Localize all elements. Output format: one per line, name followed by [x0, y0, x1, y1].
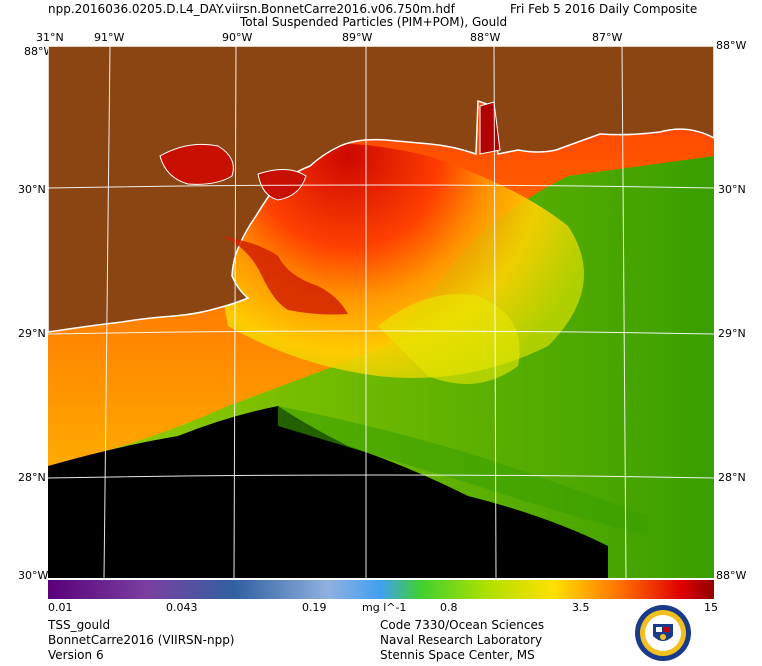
- lon-label-89w: 89°W: [342, 31, 373, 44]
- parallel-28n: [48, 474, 714, 479]
- colorbar-tick-0.043: 0.043: [166, 601, 198, 614]
- colorbar-tick-0.01: 0.01: [48, 601, 73, 614]
- graticule: [48, 46, 714, 578]
- corner-lat-top-left: 31°N: [36, 31, 64, 44]
- parallel-29n: [48, 330, 714, 335]
- file-name: npp.2016036.0205.D.L4_DAY.viirsn.BonnetC…: [48, 2, 455, 16]
- tss-satellite-map[interactable]: [48, 46, 714, 578]
- lon-label-91w: 91°W: [94, 31, 125, 44]
- colorbar-tick-0.8: 0.8: [440, 601, 458, 614]
- corner-label-top-left: 88°W: [24, 45, 55, 58]
- colorbar-tick-0.19: 0.19: [302, 601, 327, 614]
- corner-label-bottom-right: 88°W: [716, 569, 747, 582]
- meridian-90w: [233, 46, 237, 578]
- footer-location: Stennis Space Center, MS: [380, 648, 535, 662]
- parallel-30n: [48, 184, 714, 189]
- mobile-bay: [479, 101, 501, 155]
- product-title: Total Suspended Particles (PIM+POM), Gou…: [240, 15, 508, 29]
- footer-dataset: BonnetCarre2016 (VIIRSN-npp): [48, 633, 235, 647]
- colorbar-svg: [48, 580, 714, 599]
- land-mississippi-louisiana: [48, 46, 714, 333]
- navy-seal-svg: [635, 605, 691, 661]
- lon-label-87w: 87°W: [592, 31, 623, 44]
- corner-label-top-right: 88°W: [716, 39, 747, 52]
- footer-version: Version 6: [48, 648, 104, 662]
- composite-date: Fri Feb 5 2016 Daily Composite: [510, 2, 698, 16]
- map-svg: [48, 46, 714, 578]
- no-data-region: [48, 406, 608, 578]
- lat-label-28n-right: 28°N: [718, 471, 746, 484]
- lat-label-30n-right: 30°N: [718, 183, 746, 196]
- lat-label-28n-left: 28°N: [18, 471, 46, 484]
- corner-label-bottom-left: 30°W: [18, 569, 49, 582]
- plume-yellow-filaments: [378, 294, 520, 384]
- lake-pontchartrain: [159, 143, 234, 185]
- lat-label-30n-left: 30°N: [18, 183, 46, 196]
- footer-lab: Naval Research Laboratory: [380, 633, 543, 647]
- colorbar-tick-15: 15: [704, 601, 718, 614]
- tss-colorbar: [48, 580, 714, 599]
- colorbar-tick-3.5: 3.5: [572, 601, 590, 614]
- meridian-91w: [103, 46, 111, 578]
- lat-label-29n-right: 29°N: [718, 327, 746, 340]
- lon-label-90w: 90°W: [222, 31, 253, 44]
- coastal-marsh: [220, 236, 348, 315]
- footer-code: Code 7330/Ocean Sciences: [380, 618, 545, 632]
- lake-borgne: [257, 169, 307, 201]
- colorbar-gradient: [48, 580, 714, 599]
- colorbar-units: mg l^-1: [362, 601, 407, 614]
- lon-label-88w: 88°W: [470, 31, 501, 44]
- no-data-fringe: [278, 406, 648, 536]
- lat-label-29n-left: 29°N: [18, 327, 46, 340]
- meridian-88w: [493, 46, 497, 578]
- navy-seal-icon: [634, 604, 692, 662]
- meridian-87w: [621, 46, 627, 578]
- footer-product-code: TSS_gould: [48, 618, 111, 632]
